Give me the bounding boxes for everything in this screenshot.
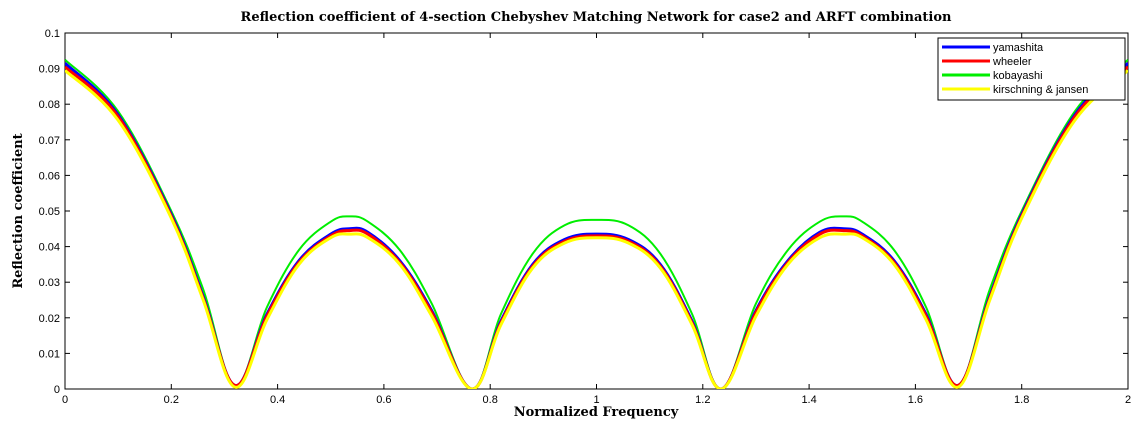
legend: yamashita wheeler kobayashi kirschning & ja… xyxy=(937,37,1126,101)
y-tick-label: 0.01 xyxy=(39,348,60,360)
series-line-kobayashi xyxy=(65,58,1128,389)
x-tick-label: 1 xyxy=(593,394,599,406)
y-tick-label: 0.05 xyxy=(39,206,60,218)
legend-entry: kobayashi xyxy=(993,70,1043,82)
x-tick-label: 0 xyxy=(62,394,68,406)
x-tick-label: 2 xyxy=(1125,394,1131,406)
series-layer xyxy=(65,58,1128,389)
legend-entry: yamashita xyxy=(993,42,1044,54)
x-tick-label: 1.6 xyxy=(908,394,923,406)
y-tick-label: 0.02 xyxy=(39,313,60,325)
x-tick-label: 0.8 xyxy=(483,394,498,406)
x-tick-label: 0.2 xyxy=(164,394,179,406)
x-tick-label: 1.4 xyxy=(801,394,816,406)
legend-entry: kirschning & jansen xyxy=(993,84,1088,96)
x-tick-label: 1.8 xyxy=(1014,394,1029,406)
series-line-kirschning-jansen xyxy=(65,69,1128,389)
x-tick-label: 0.6 xyxy=(376,394,391,406)
x-axis-label: Normalized Frequency xyxy=(514,405,679,420)
y-axis-label: Reflection coefficient xyxy=(11,133,26,288)
y-tick-label: 0.03 xyxy=(39,277,60,289)
y-tick-label: 0.07 xyxy=(39,135,60,147)
y-tick-label: 0 xyxy=(54,384,60,396)
x-tick-label: 1.2 xyxy=(695,394,710,406)
axis-ticks: 0 0.2 0.4 0.6 0.8 1 1.2 1.4 1.6 1.8 2 0 0.01 0.02 0.03… xyxy=(39,28,1131,406)
y-tick-label: 0.08 xyxy=(39,99,60,111)
x-tick-label: 0.4 xyxy=(270,394,285,406)
chart-title: Reflection coefficient of 4-section Cheb… xyxy=(241,10,952,25)
y-tick-label: 0.06 xyxy=(39,170,60,182)
y-tick-label: 0.09 xyxy=(39,64,60,76)
y-tick-label: 0.1 xyxy=(45,28,60,40)
legend-entry: wheeler xyxy=(992,56,1032,68)
y-tick-label: 0.04 xyxy=(39,242,60,254)
